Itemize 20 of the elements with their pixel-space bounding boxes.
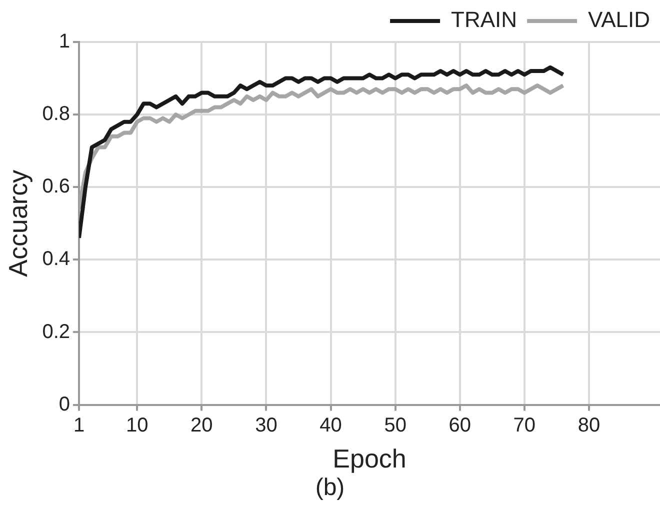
legend-label: VALID — [588, 7, 650, 32]
x-axis-title: Epoch — [332, 444, 406, 474]
x-tick-label: 40 — [320, 414, 342, 436]
y-axis-title: Accuarcy — [2, 170, 33, 277]
x-tick-label: 20 — [190, 414, 213, 436]
y-tick-label: 1 — [58, 30, 70, 53]
legend-label: TRAIN — [451, 7, 518, 32]
x-tick-label: 30 — [255, 414, 278, 436]
x-tick-label: 70 — [513, 414, 536, 436]
y-tick-label: 0.4 — [42, 248, 70, 270]
x-tick-label: 10 — [126, 414, 148, 436]
x-tick-label: 50 — [384, 414, 406, 436]
y-tick-label: 0.2 — [42, 320, 70, 343]
y-tick-label: 0.8 — [42, 103, 70, 126]
y-tick-label: 0 — [58, 393, 70, 416]
text: (b) — [314, 474, 346, 502]
y-tick-label: 0.6 — [42, 176, 70, 198]
x-tick-label: 60 — [448, 414, 472, 436]
x-tick-label: 80 — [578, 414, 600, 436]
x-tick-label: 1 — [73, 414, 85, 436]
